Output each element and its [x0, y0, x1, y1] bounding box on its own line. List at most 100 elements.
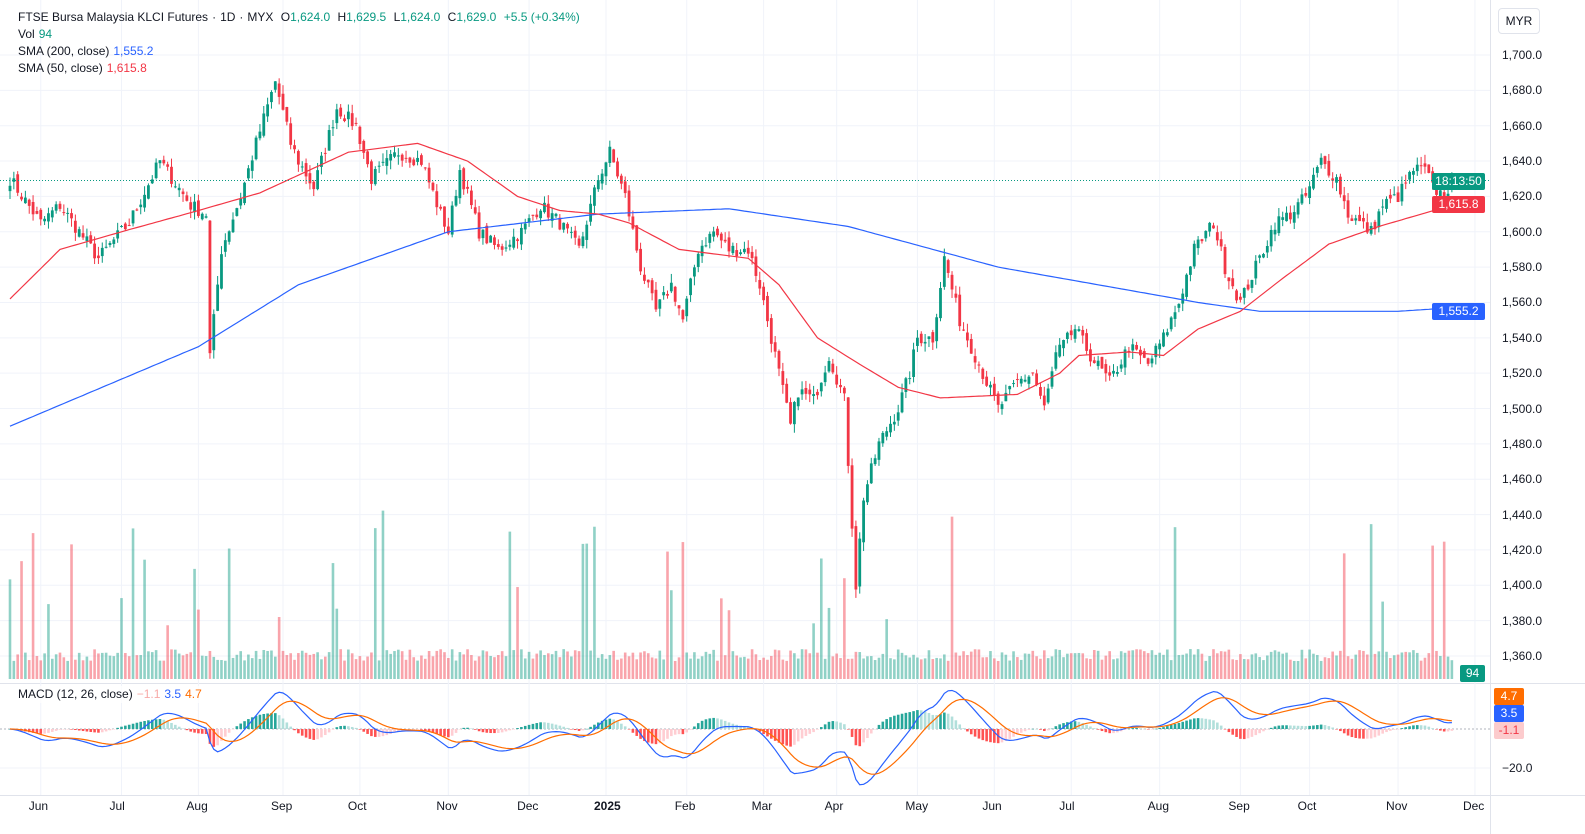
candle-body	[1177, 303, 1181, 308]
volume-bar	[1019, 659, 1023, 679]
macd-histogram-bar	[135, 722, 139, 729]
candle-body	[773, 342, 777, 352]
candle-body	[246, 168, 250, 179]
volume-bar	[1185, 653, 1188, 679]
volume-bar	[370, 652, 373, 679]
candle-body	[527, 218, 531, 223]
volume-bar	[85, 656, 89, 679]
volume-bar	[943, 654, 946, 679]
macd-histogram-bar	[1450, 729, 1454, 731]
macd-histogram-bar	[1066, 722, 1069, 729]
candle-body	[173, 186, 177, 188]
candle-body	[316, 170, 319, 190]
macd-histogram-bar	[831, 721, 835, 729]
candle-body	[212, 314, 216, 351]
candle-body	[1254, 260, 1258, 279]
macd-legend[interactable]: MACD (12, 26, close) −1.1 3.5 4.7	[18, 686, 206, 703]
macd-histogram-bar	[681, 729, 685, 735]
candle-body	[177, 187, 181, 191]
volume-bar	[1339, 650, 1342, 679]
volume-bar	[181, 655, 185, 679]
volume-bar	[20, 561, 23, 679]
macd-histogram-bar	[1331, 727, 1334, 729]
candle-body	[254, 137, 258, 160]
candle-body	[1304, 193, 1308, 196]
volume-bar	[70, 544, 73, 679]
volume-bar	[170, 649, 173, 679]
macd-histogram-bar	[816, 729, 819, 730]
candle-body	[189, 202, 193, 210]
volume-bar	[708, 653, 712, 679]
candle-body	[1358, 214, 1361, 222]
candle-body	[466, 186, 469, 189]
candle-body	[231, 219, 235, 233]
candle-body	[1315, 167, 1319, 173]
macd-histogram-bar	[143, 720, 146, 729]
volume-bar	[1342, 553, 1346, 679]
volume-legend[interactable]: Vol 94	[18, 26, 56, 43]
candle-body	[819, 382, 823, 392]
sma200-legend[interactable]: SMA (200, close) 1,555.2	[18, 43, 157, 60]
candle-body	[1192, 243, 1196, 267]
price-tick-label: 1,640.0	[1502, 154, 1543, 169]
macd-histogram-bar	[1173, 723, 1177, 729]
candle-body	[93, 243, 96, 259]
candle-body	[1000, 404, 1004, 410]
volume-bar	[1258, 657, 1261, 679]
candle-body	[1381, 206, 1385, 208]
macd-histogram-bar	[293, 729, 296, 731]
macd-histogram-bar	[1050, 728, 1054, 730]
candle-body	[643, 274, 646, 281]
volume-bar	[197, 609, 200, 679]
macd-histogram-bar	[412, 729, 416, 730]
candle-body	[420, 155, 423, 165]
candle-body	[16, 174, 20, 193]
candle-body	[373, 168, 377, 185]
price-tick-label: 1,540.0	[1502, 330, 1543, 345]
volume-bar	[274, 656, 277, 679]
macd-histogram-bar	[1208, 719, 1211, 729]
candle-body	[1246, 284, 1250, 290]
candle-body	[1354, 218, 1358, 221]
candle-body	[277, 83, 281, 97]
currency-button[interactable]: MYR	[1498, 8, 1540, 34]
candle-body	[181, 191, 185, 195]
volume-bar	[250, 658, 254, 679]
macd-histogram-bar	[1058, 724, 1061, 729]
volume-bar	[1016, 657, 1019, 679]
candle-body	[1104, 364, 1108, 374]
volume-bar	[454, 660, 458, 679]
candle-body	[543, 202, 546, 213]
candle-body	[873, 458, 877, 465]
candle-body	[589, 203, 592, 222]
volume-bar	[1027, 653, 1031, 679]
candle-body	[39, 209, 43, 220]
candle-body	[1204, 230, 1208, 239]
volume-bar	[720, 598, 723, 679]
candle-body	[1396, 192, 1400, 202]
volume-bar	[139, 655, 143, 679]
candle-body	[516, 239, 519, 242]
macd-histogram-bar	[443, 729, 446, 737]
volume-bar	[1277, 651, 1281, 679]
macd-histogram-bar	[869, 729, 873, 734]
sma50-legend[interactable]: SMA (50, close) 1,615.8	[18, 60, 151, 77]
volume-bar	[554, 650, 558, 679]
candle-body	[127, 225, 131, 227]
candle-body	[858, 538, 862, 587]
candle-body	[1338, 176, 1342, 195]
macd-histogram-bar	[274, 713, 277, 729]
candle-body	[1165, 332, 1169, 336]
volume-bar	[1127, 650, 1131, 679]
volume-bar	[1142, 651, 1146, 679]
macd-histogram-bar	[316, 729, 319, 740]
volume-bar	[412, 657, 416, 679]
macd-histogram-bar	[239, 723, 242, 729]
macd-histogram-bar	[77, 729, 81, 731]
price-tick-label: 1,400.0	[1502, 578, 1543, 593]
interval[interactable]: 1D	[220, 10, 236, 24]
symbol-name[interactable]: FTSE Bursa Malaysia KLCI Futures	[18, 10, 209, 24]
candle-body	[412, 159, 416, 166]
candle-body	[877, 441, 881, 460]
